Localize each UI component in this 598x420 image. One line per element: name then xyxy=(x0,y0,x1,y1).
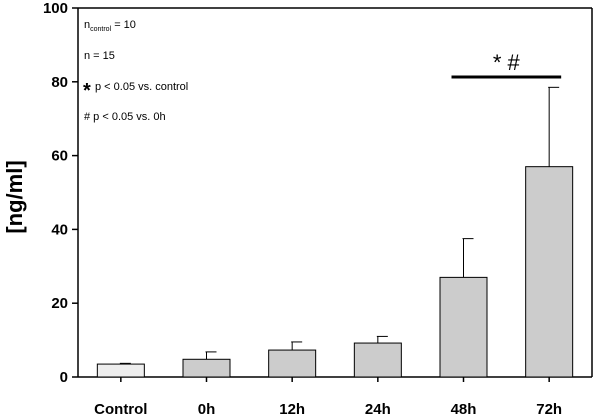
annotation-legend: ncontrol = 10 n = 15 * p < 0.05 vs. cont… xyxy=(83,19,188,123)
bar-0h xyxy=(182,358,231,378)
p-hash-annotation: # p < 0.05 vs. 0h xyxy=(84,111,166,123)
significance-marker: * # xyxy=(451,50,562,79)
x-tick-label: 72h xyxy=(536,401,562,418)
bars xyxy=(96,166,574,378)
y-tick-label: 40 xyxy=(51,221,68,238)
p-star-annotation: p < 0.05 vs. control xyxy=(95,81,188,93)
axes xyxy=(72,7,593,382)
error-bars xyxy=(119,86,560,365)
x-tick-label: Control xyxy=(94,401,147,418)
bar-72h xyxy=(525,166,574,378)
p-star-symbol: * xyxy=(83,80,91,102)
bar-24h xyxy=(353,342,402,378)
y-tick-label: 60 xyxy=(51,148,68,165)
y-tick-label: 80 xyxy=(51,74,68,91)
y-tick-label: 100 xyxy=(43,0,68,17)
n-total-annotation: n = 15 xyxy=(84,50,115,62)
y-axis-label: [ng/ml] xyxy=(2,160,27,233)
significance-label: * # xyxy=(493,50,521,75)
y-tick-label: 0 xyxy=(60,369,68,386)
x-tick-label: 12h xyxy=(279,401,305,418)
bar-control xyxy=(96,363,145,378)
x-tick-label: 24h xyxy=(365,401,391,418)
n-control-annotation: ncontrol = 10 xyxy=(84,19,136,33)
x-tick-label: 0h xyxy=(198,401,216,418)
x-tick-label: 48h xyxy=(451,401,477,418)
bar-48h xyxy=(439,276,488,378)
tick-labels: 0 20 40 60 80 100 Control 0h 12h 24h 48h 72h xyxy=(43,0,562,418)
y-tick-label: 20 xyxy=(51,295,68,312)
bar-12h xyxy=(268,349,317,378)
